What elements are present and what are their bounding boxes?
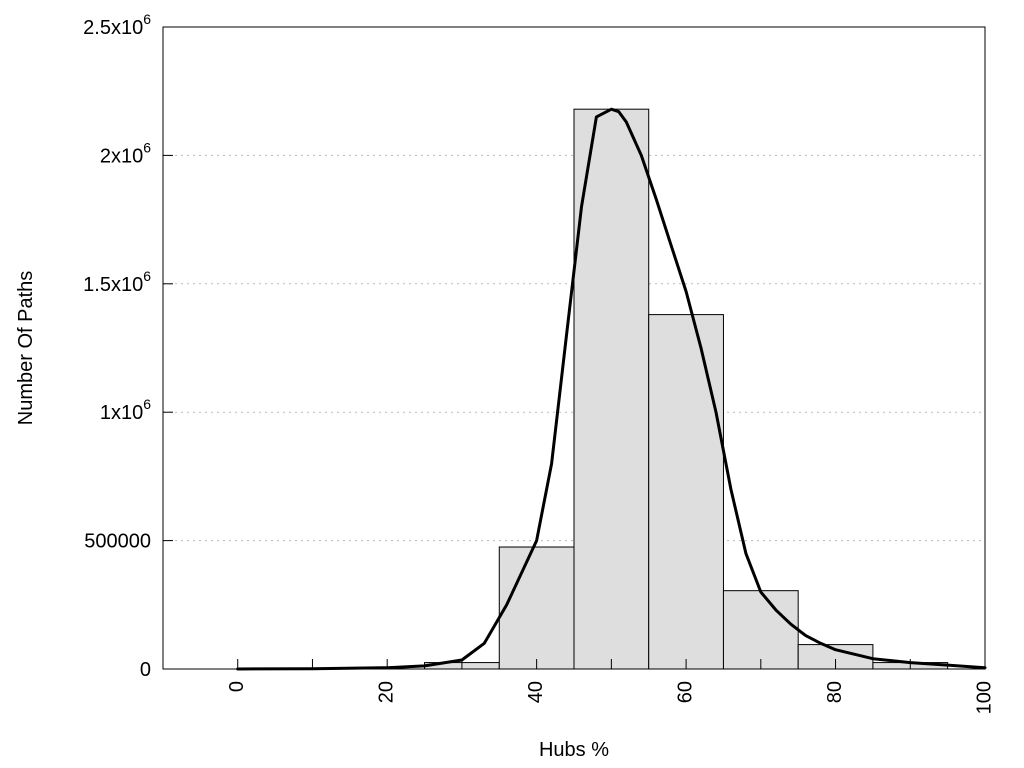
- y-tick-label-2: 1x106: [100, 396, 151, 424]
- histogram-bars: [424, 108, 949, 670]
- y-tick-label-5: 2.5x106: [83, 11, 151, 39]
- y-tick-label-1: 500000: [84, 531, 151, 553]
- histogram-bar-7: [722, 590, 799, 670]
- y-axis-ticks: 0 500000 1x106 1.5x106 2x106 2.5x106: [83, 11, 173, 681]
- x-tick-label-4: 80: [824, 681, 846, 703]
- y-tick-label-0: 0: [140, 659, 151, 681]
- x-axis-ticks: 0 20 40 60 80 100: [226, 659, 995, 714]
- x-tick-label-5: 100: [973, 681, 995, 714]
- histogram-bar-5: [573, 108, 650, 670]
- y-axis-label: Number Of Paths: [15, 271, 37, 426]
- x-tick-label-0: 0: [226, 681, 248, 692]
- x-tick-label-1: 20: [375, 681, 397, 703]
- y-tick-label-4: 2x106: [100, 139, 151, 167]
- y-tick-label-3: 1.5x106: [83, 268, 151, 296]
- x-tick-label-3: 60: [674, 681, 696, 703]
- fit-curve-layer: [236, 107, 987, 671]
- histogram-bar-6: [648, 314, 724, 670]
- histogram-bar-4: [498, 546, 575, 670]
- x-tick-label-2: 40: [525, 681, 547, 703]
- grid-lines: [163, 154, 985, 542]
- x-axis-label: Hubs %: [539, 739, 609, 761]
- plot-area-frame: [162, 26, 986, 670]
- fit-curve-line: [236, 107, 987, 671]
